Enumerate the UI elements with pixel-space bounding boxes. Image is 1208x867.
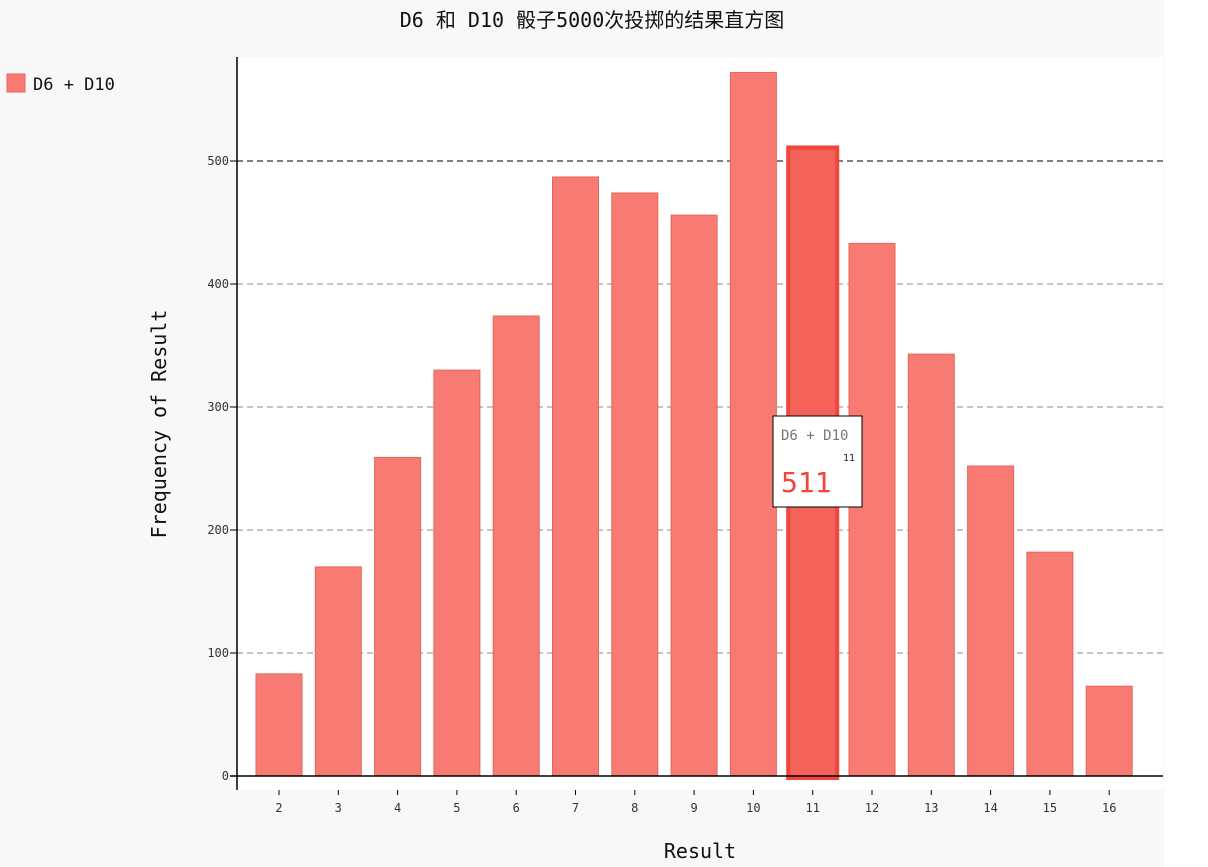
y-tick-label: 0 [222, 769, 229, 783]
x-tick-label: 12 [865, 801, 879, 815]
y-axis-ticks: 0 100 200 300 400 500 [207, 154, 237, 783]
x-tick-label: 13 [924, 801, 938, 815]
x-tick-label: 3 [335, 801, 342, 815]
bar[interactable] [729, 71, 777, 777]
x-tick-label: 6 [513, 801, 520, 815]
legend-label[interactable]: D6 + D10 [33, 75, 115, 95]
x-tick-label: 9 [690, 801, 697, 815]
bar[interactable] [374, 456, 422, 777]
y-tick-label: 300 [207, 400, 229, 414]
bar[interactable] [1026, 551, 1074, 777]
y-tick-label: 400 [207, 277, 229, 291]
tooltip-box [772, 415, 863, 508]
bar[interactable] [611, 192, 659, 777]
x-tick-label: 10 [746, 801, 760, 815]
tooltip-x-value: 11 [843, 453, 855, 464]
x-tick-label: 7 [572, 801, 579, 815]
y-tick-label: 100 [207, 646, 229, 660]
bar[interactable] [967, 465, 1015, 777]
x-tick-label: 11 [805, 801, 819, 815]
bar[interactable] [1085, 685, 1133, 777]
x-tick-label: 16 [1102, 801, 1116, 815]
x-axis-ticks: 2 3 4 5 6 7 8 9 10 11 12 13 14 15 16 [275, 790, 1116, 815]
bar[interactable] [907, 353, 955, 777]
x-axis-label: Result [664, 839, 736, 863]
x-tick-label: 2 [275, 801, 282, 815]
chart-title: D6 和 D10 骰子5000次投掷的结果直方图 [400, 8, 785, 32]
tooltip: D6 + D10 11 511 [772, 415, 863, 508]
bar[interactable] [552, 176, 599, 777]
x-tick-label: 4 [394, 801, 401, 815]
legend[interactable]: D6 + D10 [6, 73, 115, 95]
tooltip-series-label: D6 + D10 [781, 428, 848, 444]
legend-swatch[interactable] [6, 73, 26, 93]
bar[interactable] [314, 566, 362, 777]
tooltip-value: 511 [781, 466, 832, 499]
x-tick-label: 8 [631, 801, 638, 815]
x-tick-label: 15 [1043, 801, 1057, 815]
x-tick-label: 5 [453, 801, 460, 815]
bars [255, 71, 1133, 781]
bar[interactable] [492, 315, 540, 777]
x-tick-label: 14 [983, 801, 997, 815]
y-tick-label: 200 [207, 523, 229, 537]
bar[interactable] [433, 369, 481, 777]
bar[interactable] [848, 242, 896, 777]
y-axis-label: Frequency of Result [147, 310, 171, 539]
bar[interactable] [670, 214, 718, 777]
y-tick-label: 500 [207, 154, 229, 168]
bar[interactable] [255, 673, 303, 777]
